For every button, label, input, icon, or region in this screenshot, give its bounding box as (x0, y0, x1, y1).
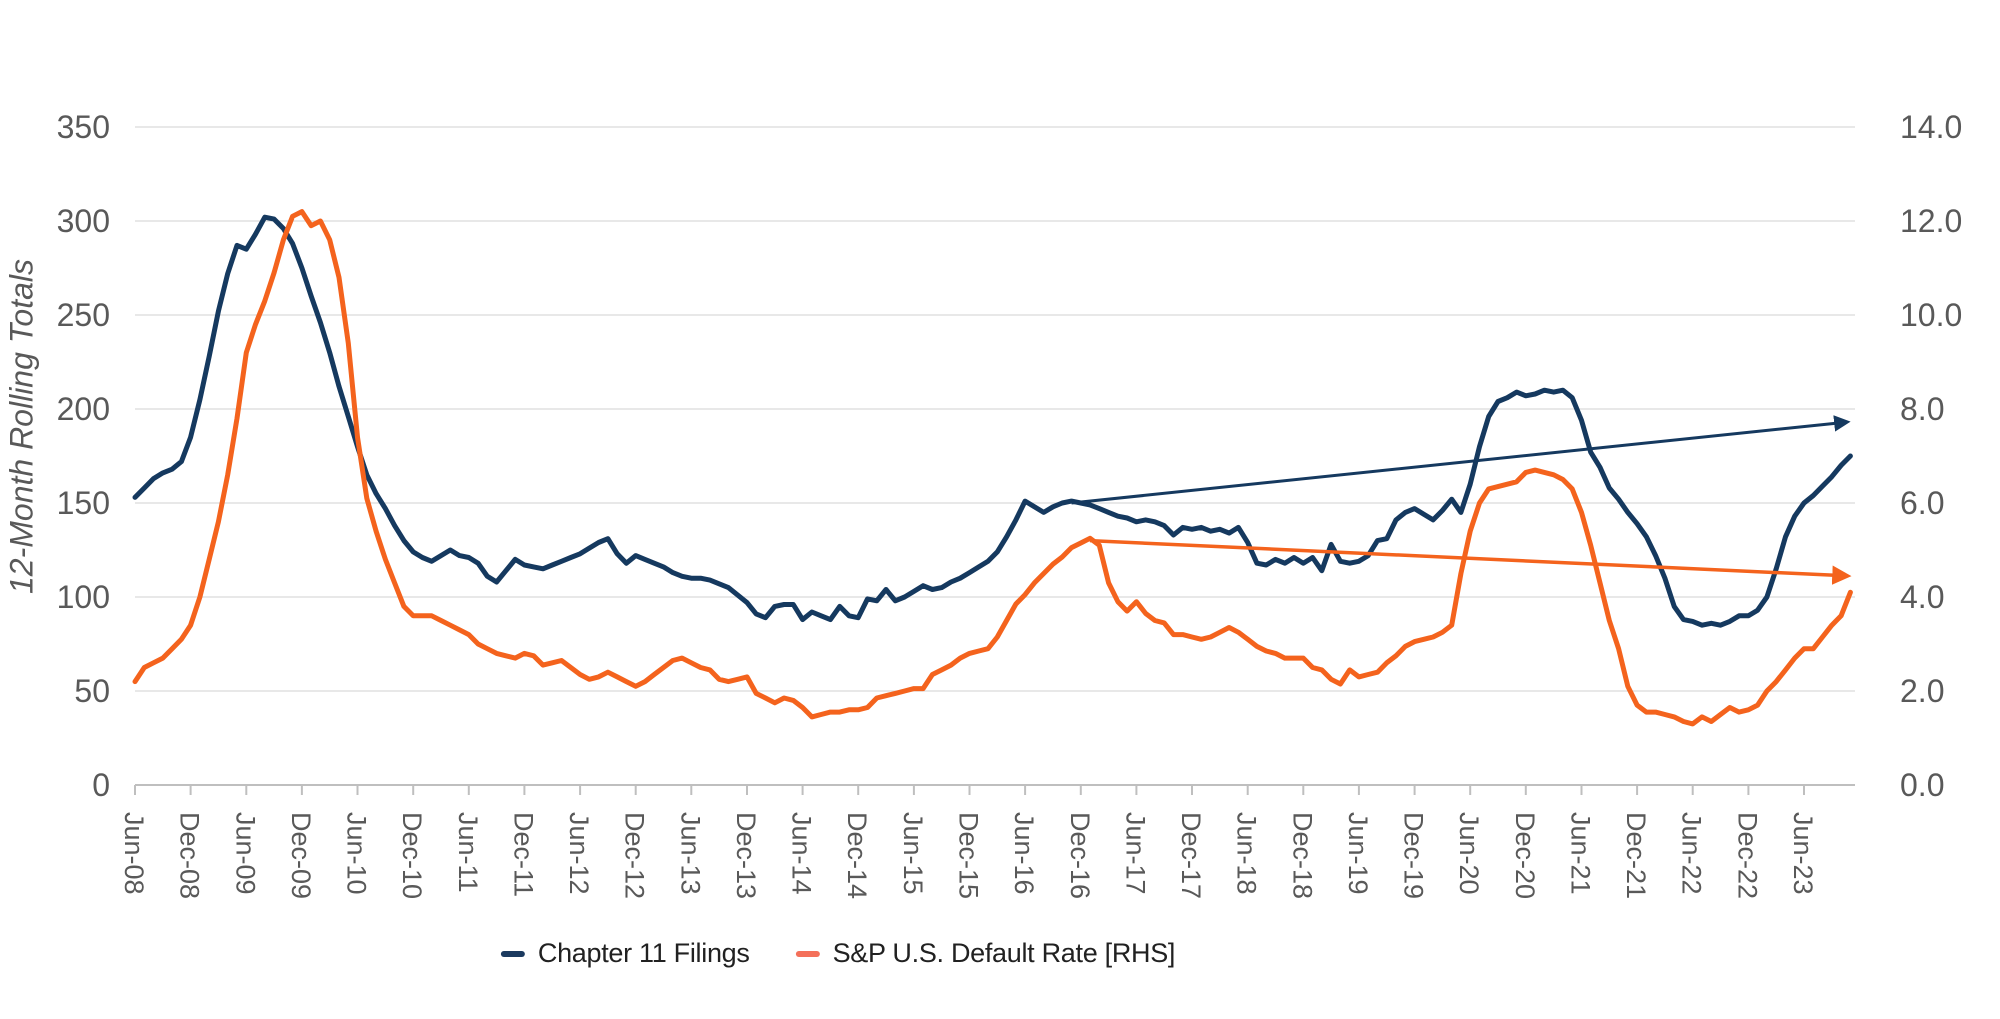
trend-arrow-sp-default-rate (1089, 538, 1852, 585)
series-line-chapter-11-filings (132, 214, 1853, 628)
legend-item-sp-default-rate: S&P U.S. Default Rate [RHS] (795, 938, 1176, 969)
x-axis-tick-label: Dec-18 (1287, 812, 1317, 899)
x-axis-tick-label: Dec-20 (1510, 812, 1540, 899)
x-axis-tick-label: Jun-20 (1454, 812, 1484, 895)
left-axis-tick-label: 350 (57, 109, 110, 145)
x-axis-tick-label: Dec-15 (954, 812, 984, 899)
x-axis-tick-label: Jun-11 (453, 812, 483, 893)
trend-arrow-chapter-11-filings (1071, 415, 1851, 505)
x-axis-tick-label: Dec-14 (842, 812, 872, 899)
left-axis-tick-label: 0 (92, 767, 110, 803)
right-axis-tick-label: 2.0 (1900, 673, 1944, 709)
x-axis-tick-label: Dec-16 (1065, 812, 1095, 899)
x-axis-tick-label: Dec-09 (286, 812, 316, 899)
right-axis-tick-label: 10.0 (1900, 297, 1962, 333)
x-axis-tick-label: Dec-19 (1399, 812, 1429, 899)
x-axis-tick-label: Dec-22 (1732, 812, 1762, 899)
right-axis-tick-label: 8.0 (1900, 391, 1944, 427)
x-axis-tick-label: Jun-14 (787, 812, 817, 895)
legend-item-chapter-11-filings: Chapter 11 Filings (500, 938, 750, 969)
right-axis-tick-label: 12.0 (1900, 203, 1962, 239)
x-axis (134, 784, 1855, 795)
x-axis-tick-label: Jun-10 (342, 812, 372, 895)
left-axis-labels: 0 50 100 150 200 250 300 350 (57, 109, 110, 803)
x-axis-tick-label: Jun-12 (564, 812, 594, 895)
left-axis-tick-label: 250 (57, 297, 110, 333)
x-axis-tick-label: Dec-08 (175, 812, 205, 899)
x-axis-tick-label: Jun-18 (1232, 812, 1262, 895)
x-axis-tick-label: Dec-10 (397, 812, 427, 899)
right-axis-tick-label: 0.0 (1900, 767, 1944, 803)
left-axis-title: 12-Month Rolling Totals (3, 259, 40, 594)
legend-label-chapter-11: Chapter 11 Filings (537, 938, 750, 968)
left-axis-tick-label: 100 (57, 579, 110, 615)
x-axis-tick-label: Jun-13 (675, 812, 705, 895)
right-axis-labels: 0.0 2.0 4.0 6.0 8.0 10.0 12.0 14.0 (1900, 109, 1962, 803)
left-axis-tick-label: 50 (74, 673, 110, 709)
legend: Chapter 11 Filings S&P U.S. Default Rate… (500, 938, 1176, 969)
x-axis-tick-label: Jun-16 (1009, 812, 1039, 895)
x-axis-tick-label: Jun-22 (1677, 812, 1707, 895)
right-axis-tick-label: 4.0 (1900, 579, 1944, 615)
x-axis-tick-label: Jun-19 (1343, 812, 1373, 895)
x-axis-tick-label: Dec-17 (1176, 812, 1206, 899)
x-axis-tick-label: Jun-21 (1566, 812, 1596, 895)
left-axis-tick-label: 200 (57, 391, 110, 427)
right-axis-tick-label: 6.0 (1900, 485, 1944, 521)
x-axis-labels: Jun-08 Dec-08 Jun-09 Dec-09 Jun-10 Dec-10 Jun-… (119, 812, 1818, 899)
x-axis-tick-label: Jun-15 (898, 812, 928, 895)
legend-label-sp-default-rate: S&P U.S. Default Rate [RHS] (832, 938, 1176, 968)
legend-dash-icon-chapter-11 (500, 950, 525, 957)
x-axis-tick-label: Dec-12 (620, 812, 650, 899)
left-axis-tick-label: 150 (57, 485, 110, 521)
x-axis-tick-label: Dec-11 (508, 812, 538, 897)
series-line-sp-default-rate (132, 209, 1853, 727)
left-axis-tick-label: 300 (57, 203, 110, 239)
x-axis-tick-label: Jun-08 (119, 812, 149, 895)
right-axis-tick-label: 14.0 (1900, 109, 1962, 145)
x-axis-tick-label: Dec-21 (1621, 812, 1651, 899)
x-axis-tick-label: Jun-17 (1120, 812, 1150, 895)
gridlines (135, 126, 1855, 692)
x-axis-tick-label: Jun-23 (1788, 812, 1818, 895)
x-axis-tick-label: Jun-09 (230, 812, 260, 895)
legend-dash-icon-sp-default-rate (795, 950, 820, 957)
x-axis-tick-label: Dec-13 (731, 812, 761, 899)
